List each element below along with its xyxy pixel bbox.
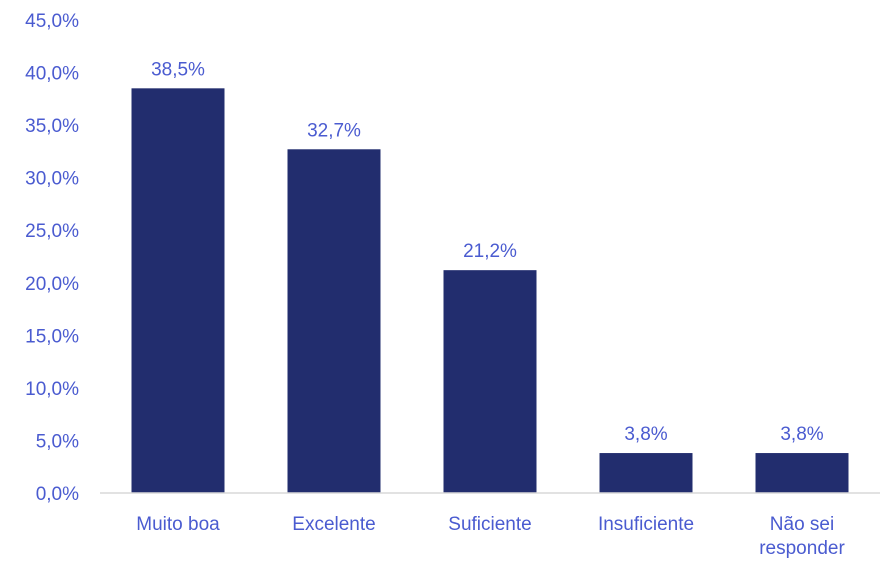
data-labels: 38,5% 32,7% 21,2% 3,8% 3,8% — [151, 59, 824, 445]
bar — [599, 453, 693, 493]
x-category-label: Muito boa — [136, 514, 220, 535]
x-category-label: responder — [759, 538, 845, 559]
x-category-label: Suficiente — [448, 514, 531, 535]
y-tick-label: 15,0% — [25, 326, 79, 347]
bar — [443, 270, 537, 493]
x-category-label: Não sei — [770, 514, 834, 535]
x-axis: Muito boa Excelente Suficiente Insuficiente… — [136, 514, 845, 559]
y-tick-label: 30,0% — [25, 169, 79, 190]
y-tick-label: 25,0% — [25, 221, 79, 242]
data-label: 38,5% — [151, 59, 205, 80]
y-tick-label: 5,0% — [36, 431, 79, 452]
bar — [755, 453, 849, 493]
data-label: 21,2% — [463, 241, 517, 262]
bar — [131, 88, 225, 494]
data-label: 32,7% — [307, 120, 361, 141]
x-category-label: Insuficiente — [598, 514, 694, 535]
y-tick-label: 0,0% — [36, 484, 79, 505]
y-tick-label: 10,0% — [25, 379, 79, 400]
y-tick-label: 45,0% — [25, 11, 79, 32]
data-label: 3,8% — [780, 424, 823, 445]
y-tick-label: 20,0% — [25, 274, 79, 295]
bar — [287, 149, 381, 493]
x-category-label: Excelente — [292, 514, 375, 535]
data-label: 3,8% — [624, 424, 667, 445]
y-tick-label: 35,0% — [25, 116, 79, 137]
y-axis: 0,0% 5,0% 10,0% 15,0% 20,0% 25,0% 30,0% 35,0% 40… — [25, 11, 79, 505]
bars — [131, 88, 849, 494]
y-tick-label: 40,0% — [25, 64, 79, 85]
